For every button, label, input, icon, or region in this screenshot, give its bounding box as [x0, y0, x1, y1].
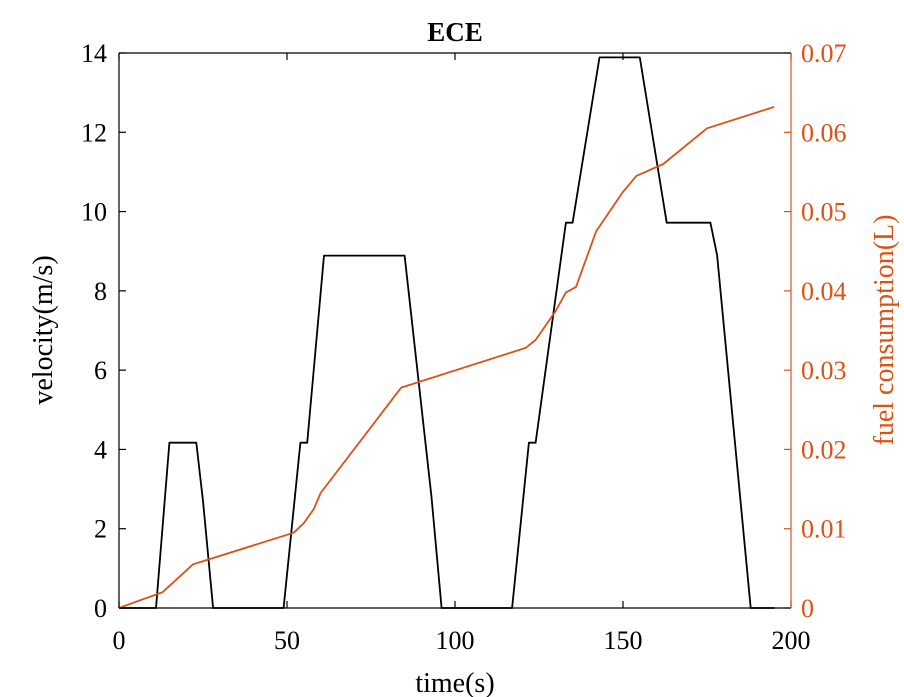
y-left-tick-label: 10: [81, 198, 107, 227]
y-right-tick-label: 0.05: [801, 198, 847, 227]
x-tick-label: 200: [772, 626, 811, 655]
y-left-tick-label: 14: [81, 39, 107, 68]
x-tick-label: 100: [436, 626, 475, 655]
series-line-0: [119, 56, 775, 609]
y-right-tick-label: 0: [801, 594, 814, 623]
y-left-tick-label: 2: [94, 515, 107, 544]
chart-title: ECE: [427, 17, 483, 47]
series-line-1: [118, 106, 775, 609]
y-left-tick-label: 8: [94, 277, 107, 306]
y-right-tick-label: 0.02: [801, 435, 847, 464]
x-tick-label: 0: [113, 626, 126, 655]
x-axis-label: time(s): [415, 668, 494, 697]
y-right-tick-label: 0.06: [801, 118, 847, 147]
y-left-tick-label: 4: [94, 435, 107, 464]
x-tick-label: 50: [274, 626, 300, 655]
y-axis-right-label: fuel consumption(L): [869, 215, 900, 446]
x-tick-label: 150: [604, 626, 643, 655]
y-right-tick-label: 0.01: [801, 515, 847, 544]
y-right-tick-label: 0.03: [801, 356, 847, 385]
y-axis-left-label: velocity(m/s): [28, 255, 59, 404]
y-left-tick-label: 6: [94, 356, 107, 385]
y-left-tick-label: 12: [81, 118, 107, 147]
y-right-tick-label: 0.07: [801, 39, 847, 68]
y-left-tick-label: 0: [94, 594, 107, 623]
y-right-tick-label: 0.04: [801, 277, 847, 306]
